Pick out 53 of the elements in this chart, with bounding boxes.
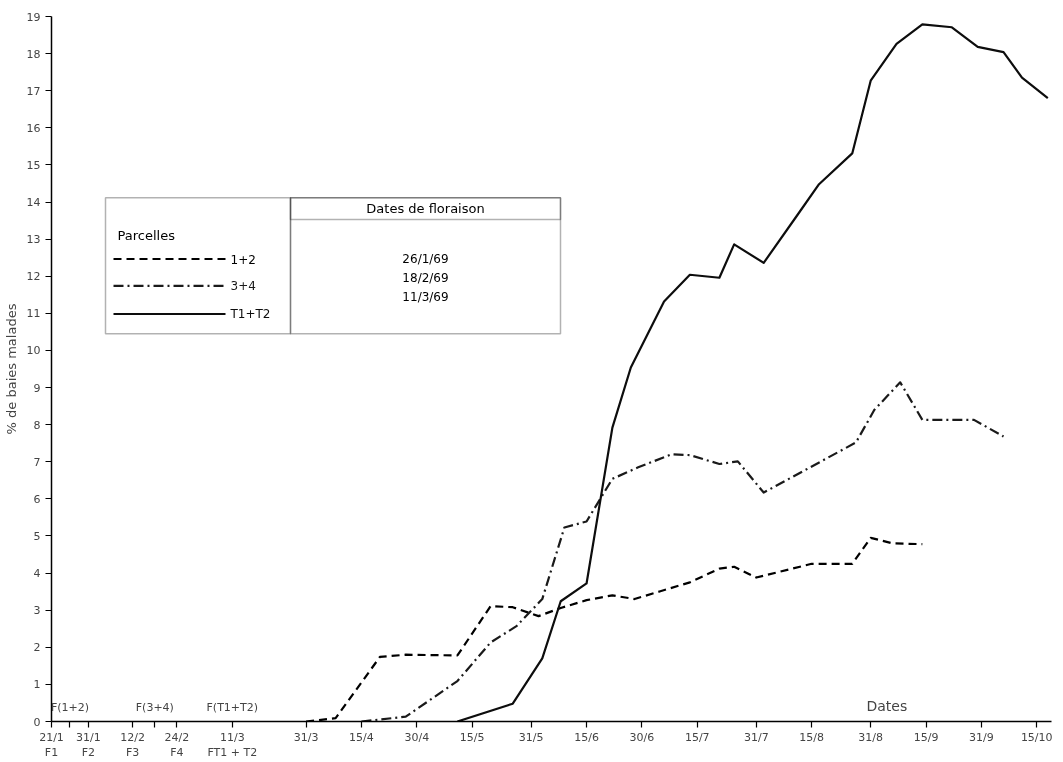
- x-tick-label: 31/7: [743, 730, 769, 744]
- line-series: [360, 381, 1005, 722]
- y-tick-label: 16: [26, 121, 41, 135]
- x-tick-label: 21/1 F1: [39, 730, 64, 760]
- x-tick-label: 30/6: [629, 730, 655, 744]
- y-tick-label: 11: [26, 307, 41, 321]
- y-tick-label: 19: [26, 10, 41, 24]
- x-axis-title: Dates: [866, 697, 908, 714]
- text: T1+T2: [229, 307, 271, 322]
- x-tick-label: 15/10: [1020, 730, 1053, 744]
- x-tick-label: 15/9: [913, 730, 939, 744]
- x-tick-label: 11/3 FT1 + T2: [207, 730, 258, 760]
- y-tick-label: 3: [33, 604, 41, 618]
- y-tick-label: 6: [33, 492, 41, 506]
- legend-title: Parcelles: [117, 227, 176, 243]
- y-tick-label: 7: [33, 455, 41, 469]
- y-tick-label: 12: [26, 270, 41, 284]
- y-tick-label: 0: [33, 715, 41, 729]
- annotation: F(1+2): [50, 700, 90, 714]
- annotation: F(T1+T2): [206, 700, 259, 714]
- y-tick-label: 10: [26, 344, 41, 358]
- y-tick-label: 5: [33, 529, 41, 543]
- y-tick-label: 17: [26, 84, 41, 98]
- text: 3+4: [230, 279, 256, 294]
- annotation: 26/1/69: [402, 252, 449, 267]
- x-tick-label: 15/7: [684, 730, 710, 744]
- y-tick-label: 15: [26, 158, 41, 172]
- y-axis-title: % de baies malades: [3, 303, 19, 435]
- x-tick-label: 31/9: [969, 730, 994, 744]
- y-tick-label: 2: [33, 641, 41, 655]
- y-tick-label: 8: [33, 418, 41, 432]
- y-tick-label: 14: [26, 196, 41, 210]
- annotation: Dates de floraison: [366, 201, 485, 217]
- x-tick-label: 15/6: [574, 730, 599, 744]
- x-tick-label: 15/8: [799, 730, 824, 744]
- x-tick-label: 15/4: [349, 730, 374, 744]
- y-tick-label: 18: [26, 47, 41, 61]
- annotation: 11/3/69: [402, 290, 449, 305]
- text: 1+2: [230, 252, 256, 267]
- y-tick-label: 9: [33, 381, 41, 395]
- x-tick-label: 30/4: [404, 730, 430, 744]
- annotation: 18/2/69: [402, 271, 449, 286]
- x-tick-label: 15/5: [459, 730, 485, 744]
- y-tick-label: 4: [33, 567, 41, 581]
- x-tick-label: 24/2 F4: [164, 730, 190, 760]
- x-tick-label: 31/3: [293, 730, 319, 744]
- x-tick-label: 31/8: [858, 730, 884, 744]
- annotation: F(3+4): [135, 700, 174, 714]
- y-tick-label: 13: [26, 233, 41, 247]
- x-tick-label: 31/1 F2: [76, 730, 101, 760]
- x-tick-label: 31/5: [518, 730, 544, 744]
- x-tick-label: 12/2 F3: [120, 730, 146, 760]
- y-tick-label: 1: [33, 678, 41, 692]
